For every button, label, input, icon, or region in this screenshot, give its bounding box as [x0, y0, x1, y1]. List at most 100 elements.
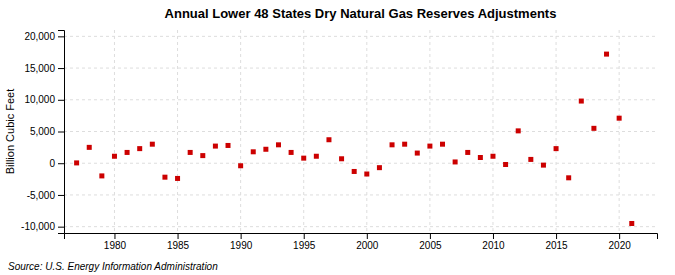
- x-grid-line: [240, 30, 241, 233]
- point: [188, 150, 193, 155]
- x-grid-line: [114, 30, 115, 233]
- point: [617, 116, 622, 121]
- y-grid-line: [64, 163, 657, 164]
- point: [591, 126, 596, 131]
- x-tick-mark: [493, 233, 494, 239]
- point: [125, 150, 130, 155]
- point: [137, 146, 142, 151]
- y-tick-mark: [58, 163, 64, 164]
- y-tick-label: -10,000: [21, 221, 55, 232]
- y-tick: 15,000: [24, 63, 64, 74]
- x-tick-label: 2000: [356, 240, 379, 251]
- y-tick: 20,000: [24, 31, 64, 42]
- x-tick: 1990: [230, 233, 253, 251]
- point: [579, 99, 584, 104]
- y-tick: 5,000: [30, 126, 64, 137]
- point: [289, 150, 294, 155]
- point: [390, 142, 395, 147]
- point: [339, 156, 344, 161]
- point: [263, 147, 268, 152]
- point: [301, 156, 306, 161]
- y-tick: -10,000: [21, 221, 64, 232]
- x-tick: 2010: [482, 233, 505, 251]
- x-grid-line: [177, 30, 178, 233]
- x-tick-mark: [619, 233, 620, 239]
- x-tick: 2005: [419, 233, 442, 251]
- y-grid-line: [64, 99, 657, 100]
- point: [150, 142, 155, 147]
- x-axis-line: [65, 234, 658, 240]
- x-tick-label: 2010: [482, 240, 505, 251]
- y-tick-mark: [58, 195, 64, 196]
- y-tick-label: 15,000: [24, 63, 55, 74]
- y-tick: 10,000: [24, 94, 64, 105]
- x-tick-label: 2005: [419, 240, 442, 251]
- point: [415, 151, 420, 156]
- point: [604, 52, 609, 57]
- y-axis-line: [58, 31, 65, 234]
- point: [175, 176, 180, 181]
- point: [541, 163, 546, 168]
- title: Annual Lower 48 States Dry Natural Gas R…: [165, 6, 557, 21]
- x-tick-mark: [430, 233, 431, 239]
- x-tick-mark: [114, 233, 115, 239]
- point: [440, 142, 445, 147]
- point: [112, 154, 117, 159]
- points: [74, 52, 634, 226]
- x-grid-line: [366, 30, 367, 233]
- x-tick: 2020: [609, 233, 632, 251]
- point: [554, 146, 559, 151]
- y-tick-mark: [58, 227, 64, 228]
- y-axis-title: Billion Cubic Feet: [4, 89, 16, 175]
- point: [352, 169, 357, 174]
- y-grid-line: [64, 131, 657, 132]
- y-tick-label: -5,000: [27, 190, 56, 201]
- annotation: Source: U.S. Energy Information Administ…: [8, 261, 218, 272]
- x-grid-line: [303, 30, 304, 233]
- x-grid-line: [556, 30, 557, 233]
- x-tick-label: 1985: [167, 240, 190, 251]
- point: [314, 154, 319, 159]
- x-tick-label: 1995: [293, 240, 316, 251]
- y-tick-label: 0: [49, 158, 55, 169]
- x-grid-line: [429, 30, 430, 233]
- x-tick: 1980: [104, 233, 127, 251]
- point: [162, 175, 167, 180]
- grid: [64, 30, 657, 233]
- point: [238, 163, 243, 168]
- y-axis: -10,000 -5,000 0 5,000 10,000 15,000 20,000: [21, 31, 64, 234]
- y-tick-label: 5,000: [30, 126, 55, 137]
- x-tick-label: 2020: [609, 240, 632, 251]
- point: [364, 172, 369, 177]
- point: [200, 153, 205, 158]
- point: [226, 143, 231, 148]
- point: [402, 142, 407, 147]
- point: [74, 160, 79, 165]
- point: [427, 144, 432, 149]
- y-grid-line: [64, 36, 657, 37]
- point: [377, 165, 382, 170]
- y-grid-line: [64, 68, 657, 69]
- y-tick-mark: [58, 132, 64, 133]
- point: [490, 154, 495, 159]
- y-tick: 0: [49, 158, 64, 169]
- point: [326, 137, 331, 142]
- x-grid-line: [619, 30, 620, 233]
- y-tick-label: 10,000: [24, 94, 55, 105]
- point: [276, 142, 281, 147]
- x-tick-mark: [556, 233, 557, 239]
- point: [465, 150, 470, 155]
- x-tick: 1985: [167, 233, 190, 251]
- point: [87, 145, 92, 150]
- x-tick: 2000: [356, 233, 379, 251]
- x-tick-label: 1990: [230, 240, 253, 251]
- y-tick-mark: [58, 36, 64, 37]
- x-tick-mark: [178, 233, 179, 239]
- chart: 198019851990199520002005201020152020-10,…: [0, 0, 675, 275]
- x-axis: 198019851990199520002005201020152020: [65, 233, 658, 251]
- y-tick: -5,000: [27, 190, 64, 201]
- x-tick-mark: [304, 233, 305, 239]
- point: [478, 155, 483, 160]
- point: [213, 144, 218, 149]
- point: [503, 162, 508, 167]
